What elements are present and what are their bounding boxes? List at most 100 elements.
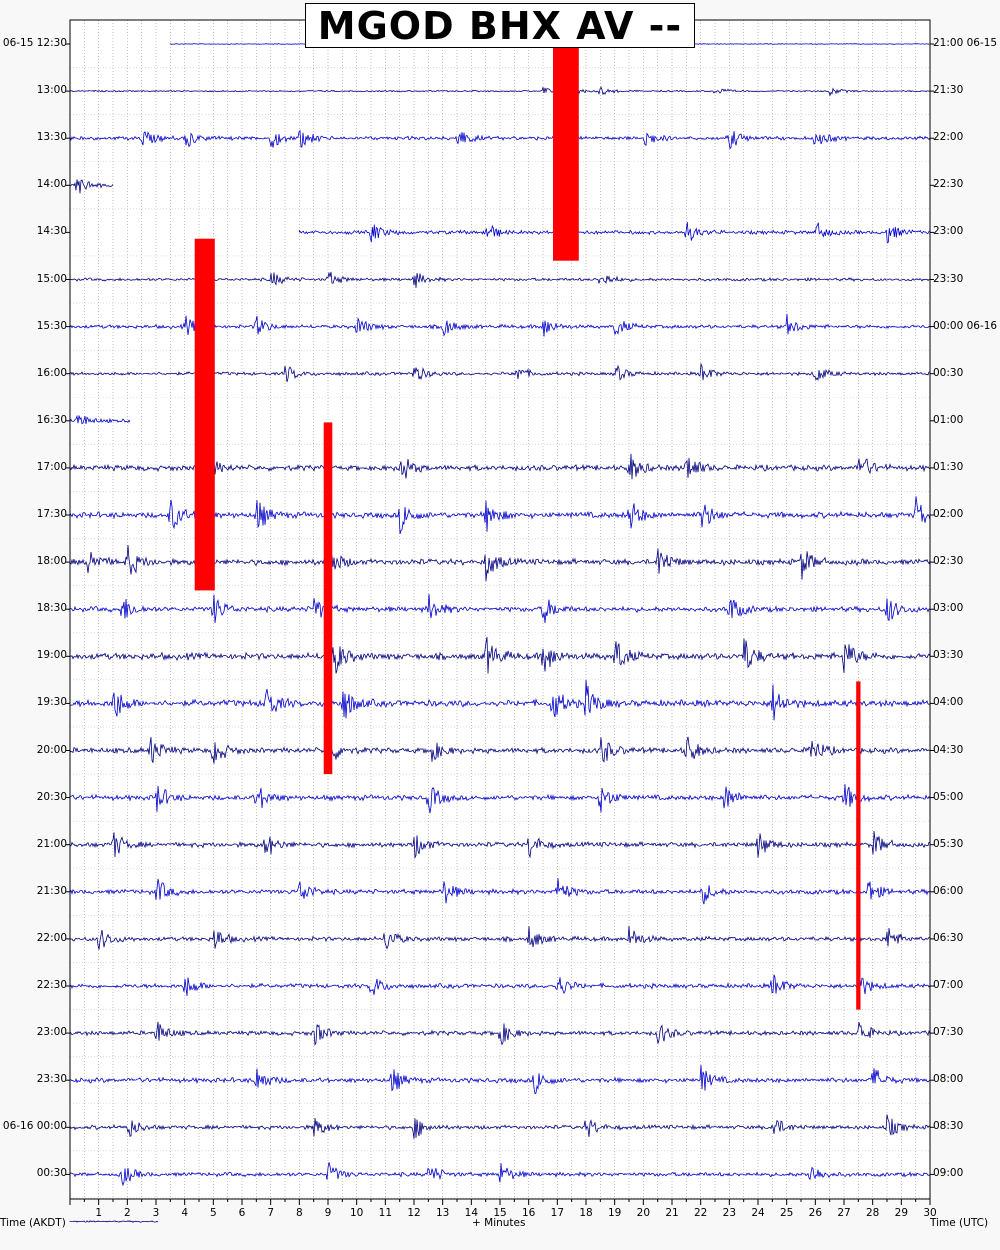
right-tick-label: 05:00	[933, 790, 964, 803]
x-tick-label: 9	[325, 1207, 332, 1219]
left-tick-label: 16:00	[36, 366, 67, 379]
x-tick-label: 19	[608, 1207, 621, 1219]
right-tick-label: 07:30	[933, 1026, 964, 1039]
x-tick-label: 21	[665, 1207, 678, 1219]
trace-row	[69, 830, 931, 859]
right-tick-label: 23:30	[933, 272, 964, 285]
left-tick-label: 00:30	[36, 1167, 67, 1180]
left-tick-label: 21:00	[36, 837, 67, 850]
clipped-segment	[194, 238, 215, 591]
x-tick-label: 12	[407, 1207, 420, 1219]
right-tick-label: 05:30	[933, 837, 964, 850]
right-tick-label: 08:30	[933, 1120, 964, 1133]
x-tick-label: 11	[379, 1207, 392, 1219]
trace-row	[69, 784, 931, 814]
left-tick-label: 21:30	[36, 884, 67, 897]
clipped-segment	[323, 422, 333, 775]
right-tick-label: 04:30	[933, 743, 964, 756]
right-tick-label: 23:00	[933, 225, 964, 238]
right-tick-label: 02:30	[933, 555, 964, 568]
trace-row	[69, 414, 131, 425]
left-tick-label: 17:00	[36, 460, 67, 473]
clipped-segment	[553, 22, 579, 261]
right-tick-label: 03:00	[933, 602, 964, 615]
left-tick-label: 15:30	[36, 319, 67, 332]
x-tick-label: 10	[350, 1207, 363, 1219]
left-tick-label: 16:30	[36, 413, 67, 426]
right-tick-label: 06:00	[933, 884, 964, 897]
x-tick-label: 28	[866, 1207, 879, 1219]
trace-row	[69, 1064, 931, 1095]
x-tick-label: 20	[637, 1207, 650, 1219]
x-tick-label: 7	[267, 1207, 274, 1219]
x-tick-label: 4	[181, 1207, 188, 1219]
x-axis-label: + Minutes	[472, 1217, 526, 1229]
chart-title: MGOD BHX AV --	[317, 3, 683, 48]
x-tick-label: 30	[923, 1207, 936, 1219]
trace-row	[69, 129, 931, 150]
right-tick-label: 02:00	[933, 508, 964, 520]
x-tick-label: 16	[522, 1207, 536, 1219]
trace-row	[69, 736, 931, 764]
x-tick-label: 24	[751, 1207, 765, 1219]
right-tick-label: 00:00 06-16	[933, 319, 998, 332]
trace-row	[69, 1114, 931, 1139]
x-tick-label: 22	[694, 1207, 707, 1219]
x-tick-label: 1	[95, 1207, 102, 1219]
left-tick-label: 14:00	[36, 178, 67, 191]
x-tick-label: 25	[780, 1207, 793, 1219]
left-tick-label: 19:30	[36, 696, 67, 709]
clipped-segment	[856, 681, 861, 1010]
left-tick-label: 20:30	[36, 790, 67, 803]
right-tick-label: 03:30	[933, 649, 964, 662]
right-tick-label: 09:00	[933, 1167, 964, 1180]
right-tick-label: 22:30	[933, 178, 964, 191]
left-tick-label: 20:00	[36, 743, 67, 756]
right-tick-label: 04:00	[933, 696, 964, 709]
trace-row	[69, 636, 931, 674]
left-tick-label: 18:00	[36, 555, 67, 568]
left-tick-label: 22:30	[36, 979, 67, 991]
left-tick-label: 06-15 12:30	[2, 37, 67, 49]
trace-row	[69, 1220, 159, 1223]
x-tick-label: 18	[579, 1207, 592, 1219]
left-tick-label: 15:00	[36, 272, 67, 285]
trace-row	[298, 221, 930, 244]
trace-row	[69, 1021, 931, 1047]
left-tick-label: 23:00	[36, 1026, 67, 1039]
trace-row	[69, 179, 114, 194]
x-tick-label: 17	[551, 1207, 564, 1219]
right-tick-label: 01:30	[933, 460, 964, 473]
right-tick-label: 08:00	[933, 1073, 964, 1086]
x-tick-label: 3	[153, 1207, 160, 1219]
left-tick-label: 19:00	[36, 649, 67, 662]
x-tick-label: 6	[239, 1207, 246, 1219]
trace-row	[69, 1162, 930, 1187]
left-tick-label: 06-16 00:00	[2, 1120, 67, 1133]
x-tick-label: 2	[124, 1207, 131, 1219]
x-tick-label: 14	[465, 1207, 479, 1219]
x-tick-label: 29	[895, 1207, 908, 1219]
x-tick-label: 26	[809, 1207, 823, 1219]
x-tick-label: 13	[436, 1207, 449, 1219]
left-tick-label: 22:00	[36, 931, 67, 944]
left-tick-label: 13:30	[36, 131, 67, 144]
right-tick-label: 01:00	[933, 413, 964, 426]
trace-row	[69, 974, 931, 997]
right-tick-label: 21:30	[933, 84, 964, 97]
right-tick-label: 06:30	[933, 931, 964, 944]
x-tick-label: 23	[723, 1207, 736, 1219]
left-axis-label: Time (AKDT)	[0, 1217, 66, 1229]
left-tick-label: 17:30	[36, 508, 67, 520]
right-tick-label: 00:30	[933, 366, 964, 379]
right-tick-label: 07:00	[933, 979, 964, 991]
trace-row	[69, 878, 931, 905]
right-tick-label: 22:00	[933, 131, 964, 144]
trace-row	[69, 593, 931, 624]
left-tick-label: 13:00	[36, 84, 67, 97]
left-tick-label: 14:30	[36, 225, 67, 238]
right-axis-label: Time (UTC)	[930, 1217, 989, 1229]
trace-row	[69, 679, 930, 721]
left-tick-label: 18:30	[36, 602, 67, 615]
trace-row	[69, 925, 931, 950]
